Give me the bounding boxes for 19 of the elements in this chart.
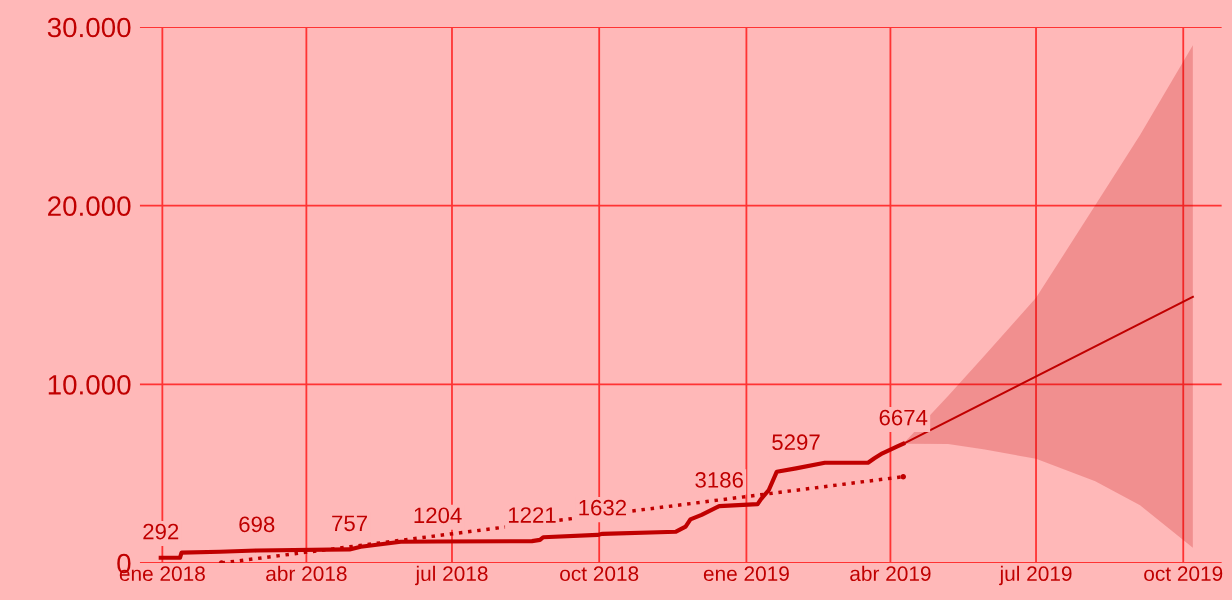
data-label: 6674: [879, 409, 928, 426]
x-tick-label: jul 2018: [414, 565, 488, 586]
data-label: 757: [332, 515, 367, 532]
data-label: 5297: [772, 434, 820, 451]
data-label: 3186: [695, 472, 743, 488]
y-tick-label: 30.000: [47, 17, 131, 38]
data-label: 1632: [579, 499, 626, 516]
data-label: 292: [143, 523, 179, 540]
data-label: 698: [239, 516, 275, 533]
y-tick-label: 20.000: [48, 196, 131, 216]
x-tick-label: oct 2018: [560, 566, 639, 582]
y-tick-label: 10.000: [48, 374, 131, 395]
data-label: 1221: [508, 507, 556, 523]
data-label: 1204: [414, 507, 462, 524]
x-tick-label: abr 2019: [850, 565, 931, 582]
x-tick-label: abr 2018: [266, 565, 347, 582]
x-tick-label: ene 2019: [703, 566, 789, 582]
x-tick-label: jul 2019: [999, 565, 1072, 586]
x-tick-label: oct 2019: [1144, 566, 1223, 582]
